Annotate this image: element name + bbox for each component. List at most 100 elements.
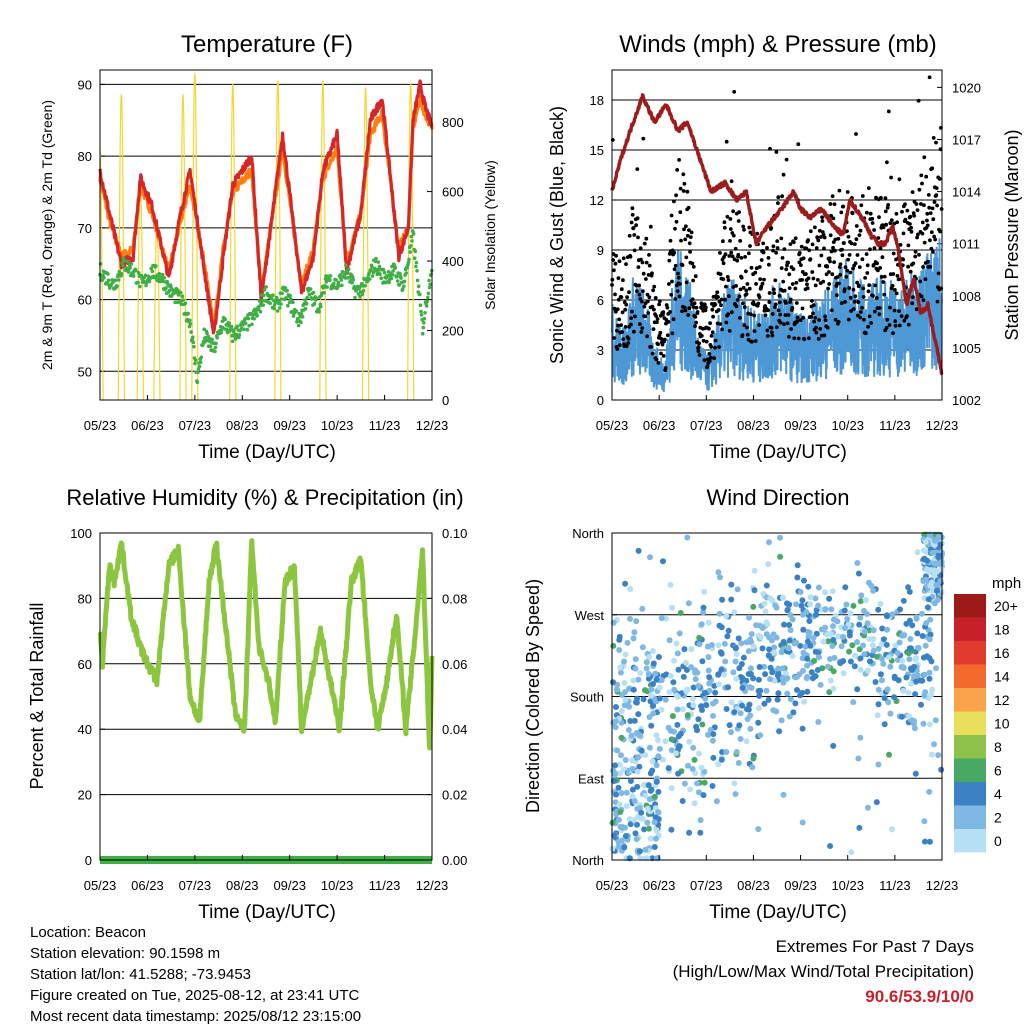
gust-point <box>879 195 883 200</box>
direction-point <box>914 672 921 679</box>
gust-point <box>733 246 738 251</box>
dewpoint-point <box>401 287 405 291</box>
gust-point <box>695 310 700 314</box>
direction-point <box>759 645 766 652</box>
gust-point <box>801 256 806 261</box>
relative-humidity-line <box>97 538 435 751</box>
gust-point <box>765 334 770 338</box>
gust-point <box>676 275 681 280</box>
direction-point <box>867 658 873 665</box>
direction-point <box>873 799 880 806</box>
direction-point <box>913 655 920 662</box>
gust-point <box>877 215 881 220</box>
direction-ylabel: Direction (Colored By Speed) <box>523 579 543 813</box>
gust-point <box>678 186 683 191</box>
direction-point <box>616 636 623 643</box>
gust-point <box>641 289 645 293</box>
gust-point <box>765 328 770 333</box>
gust-point <box>926 193 931 197</box>
direction-point <box>700 792 707 799</box>
gust-point <box>774 325 779 330</box>
dewpoint-point <box>395 274 399 279</box>
gust-point <box>857 233 862 238</box>
gust-point <box>889 175 893 180</box>
direction-point <box>622 696 629 703</box>
direction-point <box>857 614 864 621</box>
humidity-xtick-label: 07/23 <box>179 878 212 893</box>
gust-point <box>616 276 621 280</box>
direction-point <box>918 701 924 708</box>
gust-point <box>828 233 833 238</box>
gust-point <box>697 341 701 346</box>
direction-point <box>668 736 675 743</box>
winds-ytick-right-label: 1002 <box>952 393 981 408</box>
gust-point <box>766 308 770 313</box>
winds-title: Winds (mph) & Pressure (mb) <box>619 31 936 58</box>
gust-point <box>735 258 740 263</box>
gust-point <box>723 252 728 257</box>
gust-point <box>632 329 636 334</box>
direction-point <box>914 549 921 556</box>
gust-point <box>787 272 792 277</box>
gust-point <box>636 235 640 240</box>
gust-point <box>829 213 833 218</box>
gust-point <box>699 333 704 338</box>
gust-point <box>633 314 637 319</box>
gust-point <box>874 296 879 300</box>
direction-point <box>656 695 663 702</box>
dewpoint-point <box>373 266 377 271</box>
gust-point <box>784 301 788 305</box>
direction-point <box>881 695 888 702</box>
gust-point <box>832 202 837 207</box>
dewpoint-point <box>305 295 310 300</box>
legend-label: 14 <box>994 668 1010 684</box>
gust-point <box>800 278 804 282</box>
dewpoint-point <box>138 284 142 289</box>
dewpoint-point <box>344 263 348 268</box>
gust-point <box>936 271 941 276</box>
gust-point <box>731 209 735 214</box>
direction-point <box>728 699 735 706</box>
gust-point <box>839 210 844 215</box>
gust-point <box>911 295 915 300</box>
direction-point <box>811 657 818 664</box>
dewpoint-point <box>342 273 347 277</box>
direction-point <box>733 749 740 755</box>
gust-point <box>682 305 687 310</box>
gust-point <box>638 322 642 326</box>
direction-point <box>817 681 824 688</box>
direction-point <box>733 675 740 682</box>
direction-point <box>829 643 836 649</box>
gust-point <box>774 250 778 255</box>
gust-point <box>823 314 827 319</box>
gust-point <box>931 250 935 254</box>
location-text: Location: Beacon <box>30 924 146 941</box>
direction-point <box>643 665 650 672</box>
direction-point <box>655 737 661 744</box>
gust-point <box>858 228 863 233</box>
gust-point <box>795 315 800 320</box>
dewpoint-point <box>328 274 333 278</box>
direction-point <box>723 749 730 755</box>
dewpoint-point <box>308 287 313 291</box>
direction-point <box>806 618 813 624</box>
winds-xtick-label: 08/23 <box>737 418 770 433</box>
direction-point <box>732 658 739 665</box>
gust-point <box>920 231 925 236</box>
gust-point <box>725 275 730 279</box>
latlon-text: Station lat/lon: 41.5288; -73.9453 <box>30 966 252 983</box>
direction-point <box>703 702 710 709</box>
gust-point <box>851 266 855 271</box>
direction-point <box>857 666 864 673</box>
direction-point <box>668 785 675 792</box>
direction-point <box>712 689 719 696</box>
direction-point <box>647 835 654 842</box>
gust-point <box>678 282 682 286</box>
direction-point <box>856 824 863 831</box>
direction-xlabel: Time (Day/UTC) <box>709 902 847 923</box>
direction-point <box>637 805 643 812</box>
gust-point <box>806 276 811 281</box>
temperature-xtick-label: 10/23 <box>321 418 354 433</box>
direction-point <box>830 636 837 643</box>
legend-swatch <box>954 805 986 829</box>
